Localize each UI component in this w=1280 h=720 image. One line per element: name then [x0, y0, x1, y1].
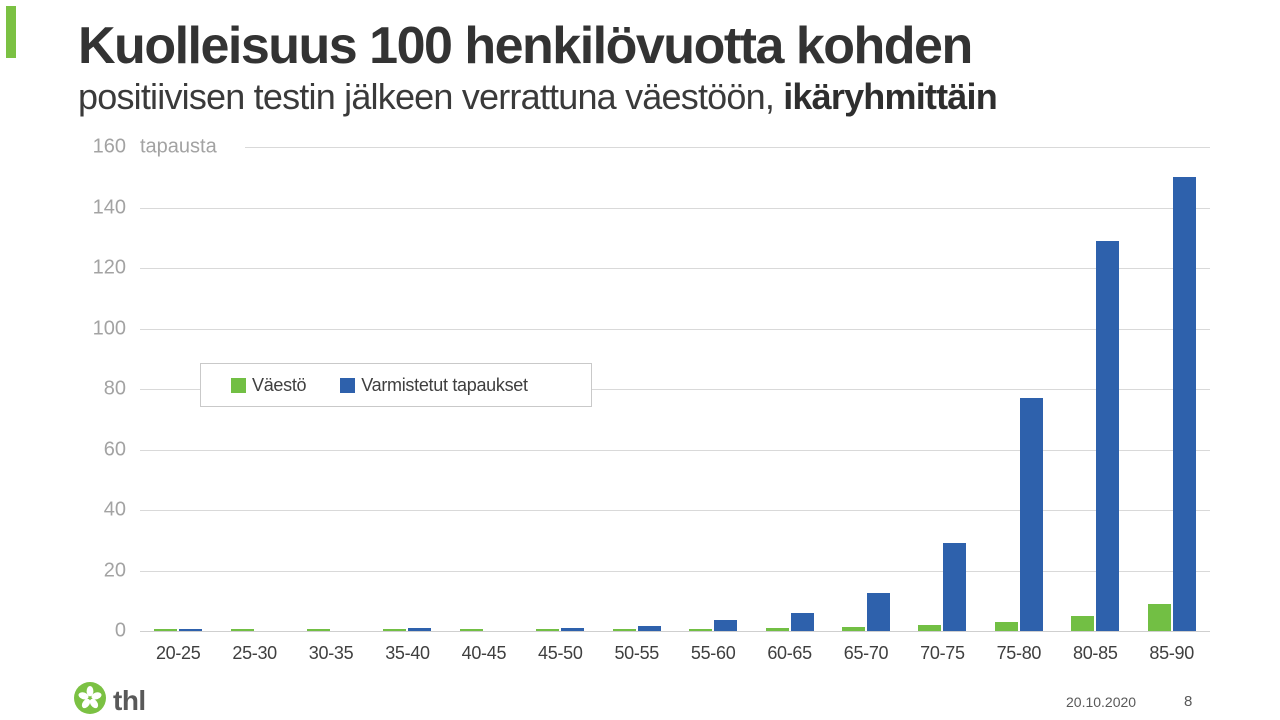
subtitle-regular-text: positiivisen testin jälkeen verrattuna v…: [78, 76, 784, 117]
x-tick-label-75-80: 75-80: [996, 643, 1042, 663]
x-tick-label-50-55: 50-55: [614, 643, 660, 663]
bar-väestö-70-75: [918, 624, 942, 631]
gridline-20: [140, 570, 1210, 572]
legend-swatch-icon: [340, 377, 356, 393]
bar-varmistetut-tapaukset-20-25: [179, 628, 203, 631]
x-tick-label-30-35: 30-35: [308, 643, 354, 663]
gridline-100: [140, 328, 1210, 330]
bar-väestö-80-85: [1071, 615, 1095, 631]
accent-bar: [6, 6, 16, 58]
legend-label: Varmistetut tapaukset: [361, 374, 528, 395]
bar-väestö-55-60: [689, 628, 713, 631]
x-tick-label-60-65: 60-65: [767, 643, 812, 663]
y-tick-label-100: 100: [92, 317, 126, 339]
x-tick-label-45-50: 45-50: [538, 643, 583, 663]
bar-varmistetut-tapaukset-80-85: [1096, 240, 1120, 631]
bar-group-30-35: [293, 147, 369, 631]
footer-page-number: 8: [1184, 693, 1193, 710]
x-tick-label-35-40: 35-40: [385, 643, 430, 663]
bar-väestö-85-90: [1147, 603, 1171, 631]
y-tick-label-60: 60: [103, 438, 126, 460]
y-tick-label-120: 120: [92, 256, 126, 279]
x-tick-label-80-85: 80-85: [1073, 643, 1118, 663]
page-subtitle: positiivisen testin jälkeen verrattuna v…: [78, 76, 1238, 118]
gridline-0: [140, 631, 1210, 632]
bar-väestö-65-70: [842, 627, 865, 631]
y-tick-label-140: 140: [92, 196, 126, 218]
subtitle-bold-text: ikäryhmittäin: [783, 76, 997, 117]
bar-varmistetut-tapaukset-35-40: [408, 627, 432, 631]
y-tick-label-160: 160: [92, 135, 126, 158]
bar-group-85-90: [1133, 147, 1209, 631]
gridline-60: [140, 449, 1210, 451]
bar-varmistetut-tapaukset-55-60: [714, 620, 738, 631]
bar-group-35-40: [369, 147, 445, 631]
bar-group-45-50: [522, 147, 598, 631]
bar-varmistetut-tapaukset-75-80: [1019, 398, 1043, 631]
bar-group-55-60: [675, 147, 751, 631]
x-tick-label-65-70: 65-70: [843, 643, 889, 663]
bar-varmistetut-tapaukset-85-90: [1172, 177, 1196, 631]
bar-group-25-30: [216, 147, 292, 631]
x-tick-label-40-45: 40-45: [461, 643, 507, 663]
legend-item-väestö: Väestö: [231, 374, 307, 396]
thl-logo: thl: [74, 682, 146, 719]
x-tick-label-85-90: 85-90: [1149, 643, 1194, 663]
gridline-140: [140, 207, 1210, 209]
x-tick-label-55-60: 55-60: [690, 643, 736, 663]
bar-väestö-50-55: [612, 629, 636, 631]
page-title: Kuolleisuus 100 henkilövuotta kohden: [78, 17, 973, 75]
bar-väestö-20-25: [154, 629, 178, 631]
y-axis-unit-label: tapausta: [140, 135, 217, 158]
gridline-120: [140, 268, 1210, 269]
x-tick-label-20-25: 20-25: [155, 643, 201, 663]
x-tick-label-25-30: 25-30: [232, 643, 277, 663]
bar-group-70-75: [904, 147, 980, 631]
bar-group-50-55: [599, 147, 675, 631]
bar-varmistetut-tapaukset-50-55: [637, 625, 661, 631]
legend-item-varmistetut-tapaukset: Varmistetut tapaukset: [340, 374, 528, 396]
legend-swatch-icon: [231, 377, 246, 393]
mortality-bar-chart: tapausta 0 20 40 60 80 100 120 140 160 20-25 25-3…: [93, 136, 1210, 663]
legend-label: Väestö: [252, 374, 307, 395]
bar-väestö-25-30: [230, 629, 254, 631]
plot-area: [140, 147, 1210, 631]
bar-väestö-40-45: [459, 629, 483, 631]
bar-group-40-45: [446, 147, 522, 631]
bar-väestö-60-65: [765, 628, 789, 631]
y-tick-label-40: 40: [103, 498, 126, 521]
x-tick-label-70-75: 70-75: [920, 643, 965, 663]
bar-väestö-45-50: [536, 629, 560, 631]
y-tick-label-20: 20: [103, 559, 126, 581]
legend: Väestö Varmistetut tapaukset: [200, 363, 592, 407]
bar-varmistetut-tapaukset-70-75: [943, 543, 967, 631]
y-tick-label-80: 80: [103, 377, 126, 400]
bar-group-75-80: [981, 147, 1057, 631]
bar-väestö-75-80: [994, 621, 1018, 631]
gridline-80: [140, 389, 1210, 390]
title-block: Kuolleisuus 100 henkilövuotta kohden pos…: [78, 16, 1238, 118]
thl-flower-icon: [74, 682, 106, 719]
x-axis-labels: 20-25 25-30 30-35 35-40 40-45 45-50 50-55 55-60…: [140, 643, 1210, 664]
y-tick-label-0: 0: [114, 619, 126, 642]
bar-group-20-25: [140, 147, 216, 631]
bar-varmistetut-tapaukset-45-50: [561, 627, 585, 631]
bar-group-60-65: [751, 147, 827, 631]
bar-group-65-70: [828, 147, 904, 631]
bar-väestö-35-40: [383, 629, 407, 631]
bar-varmistetut-tapaukset-60-65: [790, 612, 814, 631]
bar-varmistetut-tapaukset-65-70: [867, 593, 890, 631]
gridline-160: [245, 147, 1210, 148]
thl-logo-text: thl: [113, 684, 146, 716]
gridline-40: [140, 510, 1210, 511]
footer-date: 20.10.2020: [1066, 694, 1137, 710]
bar-väestö-30-35: [307, 629, 331, 631]
bar-group-80-85: [1057, 147, 1133, 631]
